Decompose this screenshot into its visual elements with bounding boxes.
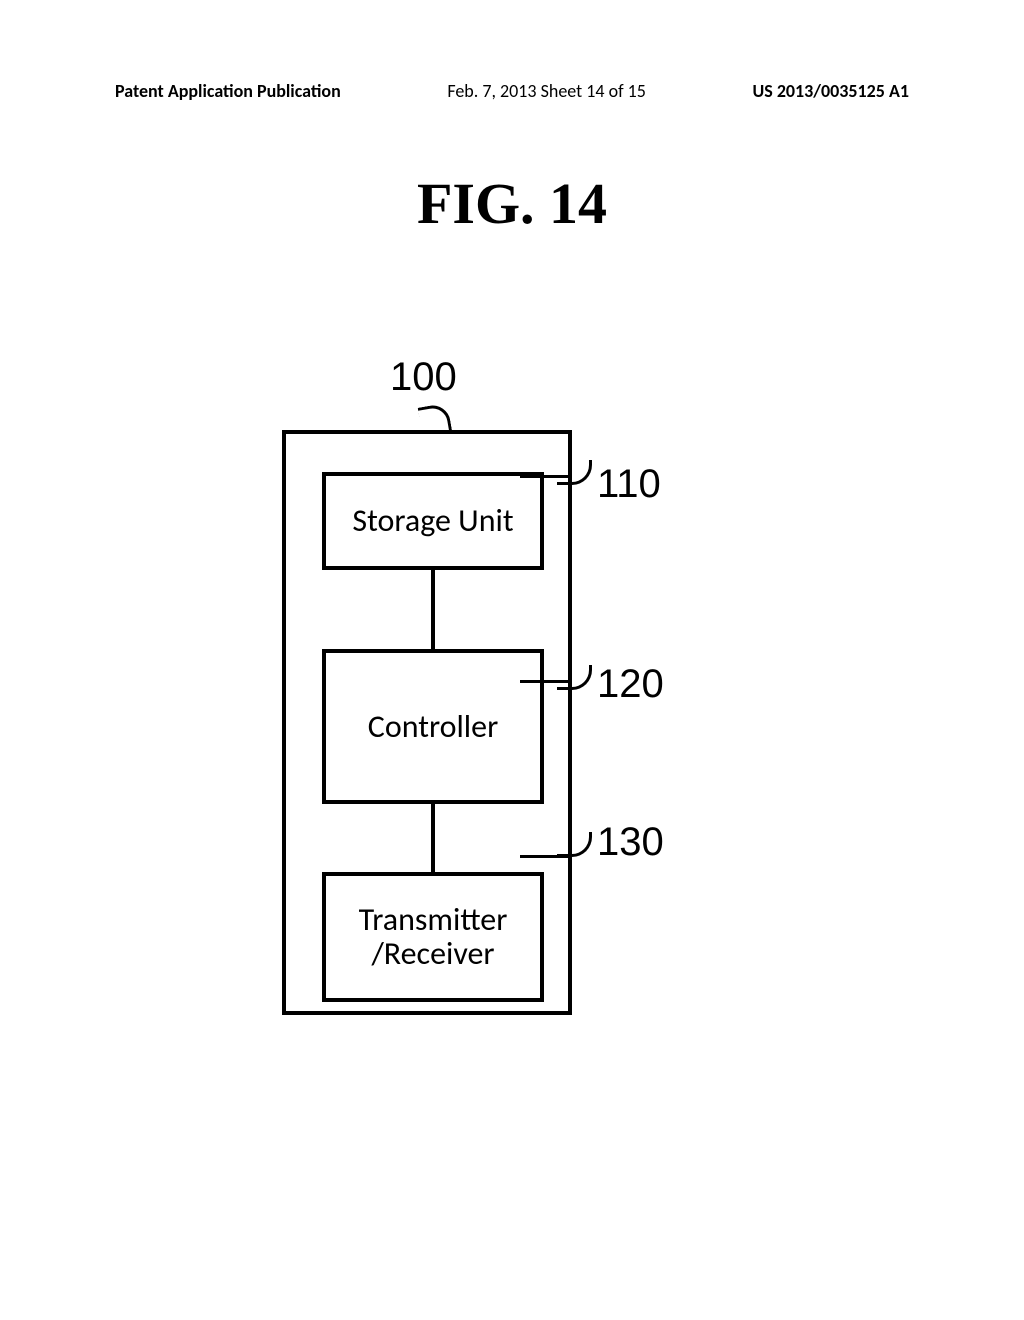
connector-controller-transmitter <box>431 804 435 872</box>
controller-label: Controller <box>368 710 498 744</box>
reference-120: 120 <box>597 662 664 707</box>
leader-curve-130 <box>557 832 592 857</box>
main-reference-label: 100 <box>390 355 457 400</box>
reference-130: 130 <box>597 820 664 865</box>
leader-curve-120 <box>557 665 592 690</box>
header-date-sheet: Feb. 7, 2013 Sheet 14 of 15 <box>447 80 646 102</box>
storage-unit-label: Storage Unit <box>352 504 513 538</box>
controller-box: Controller <box>322 649 544 804</box>
leader-curve-110 <box>557 460 592 485</box>
device-outer-box: Storage Unit Controller Transmitter /Rec… <box>282 430 572 1015</box>
figure-title: FIG. 14 <box>417 170 607 237</box>
connector-storage-controller <box>431 570 435 649</box>
storage-unit-box: Storage Unit <box>322 472 544 570</box>
transmitter-receiver-box: Transmitter /Receiver <box>322 872 544 1002</box>
header-publication: Patent Application Publication <box>115 80 341 102</box>
header-patent-number: US 2013/0035125 A1 <box>752 80 909 102</box>
page-header: Patent Application Publication Feb. 7, 2… <box>0 80 1024 102</box>
transmitter-receiver-label: Transmitter /Receiver <box>330 903 536 970</box>
reference-110: 110 <box>597 462 661 507</box>
